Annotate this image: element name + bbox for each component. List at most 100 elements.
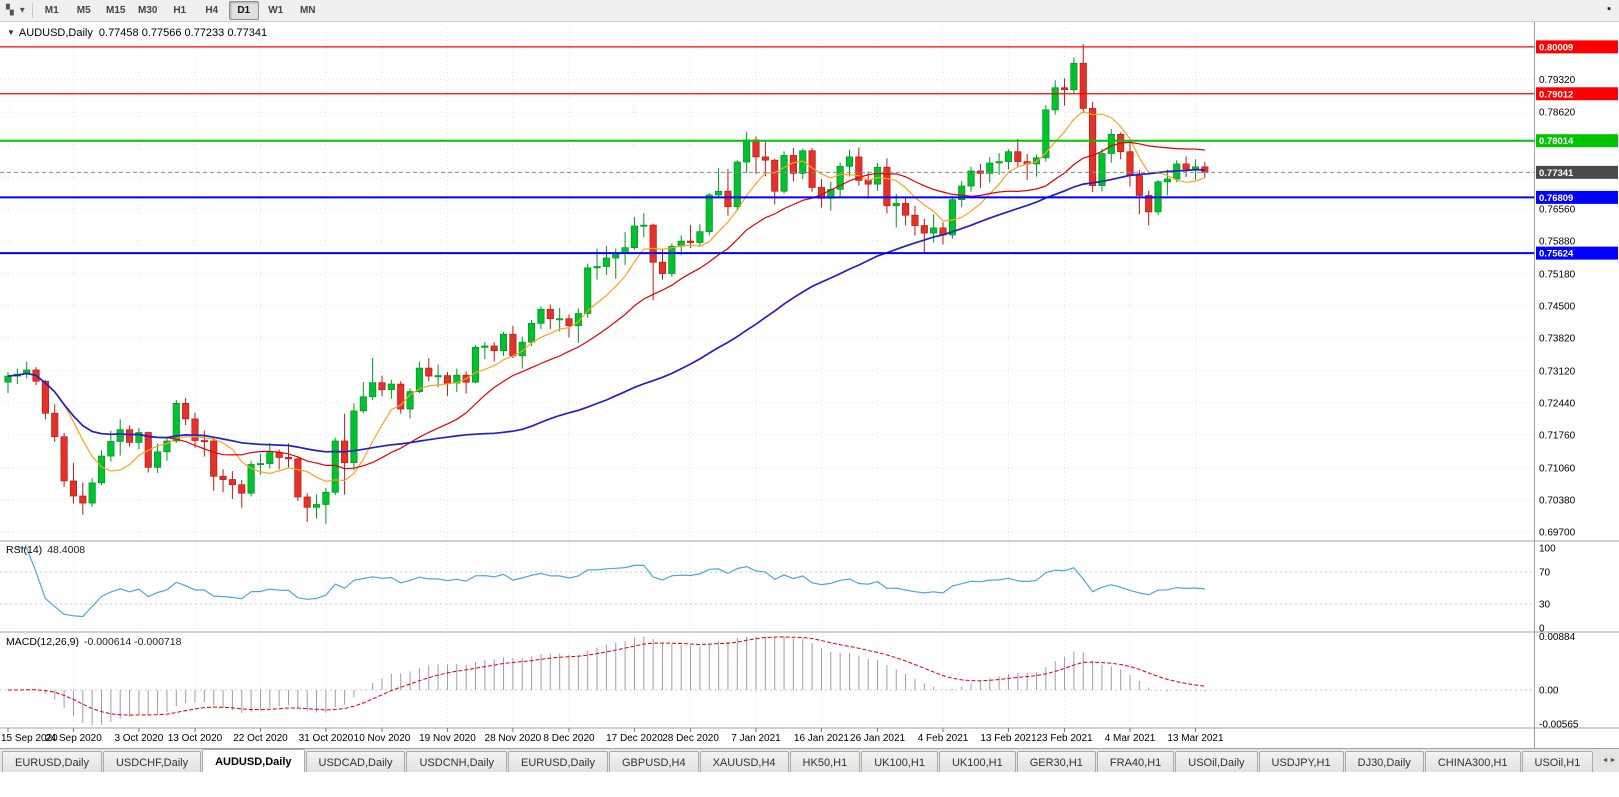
grid — [0, 28, 1534, 728]
svg-text:0.71760: 0.71760 — [1539, 430, 1576, 441]
svg-text:0.71060: 0.71060 — [1539, 463, 1576, 474]
svg-text:19 Nov 2020: 19 Nov 2020 — [419, 733, 476, 744]
rsi-name: RSI(14) — [6, 544, 43, 556]
rsi-value: 48.4008 — [47, 544, 86, 556]
svg-text:100: 100 — [1539, 544, 1556, 555]
svg-text:13 Mar 2021: 13 Mar 2021 — [1167, 733, 1224, 744]
svg-text:26 Jan 2021: 26 Jan 2021 — [850, 733, 905, 744]
svg-text:0.78014: 0.78014 — [1539, 136, 1574, 147]
svg-text:70: 70 — [1539, 568, 1551, 579]
timeframe-button-w1[interactable]: W1 — [268, 5, 284, 16]
chart-tab-usdchf-daily[interactable]: USDCHF,Daily — [102, 751, 202, 772]
chart-tool-icon[interactable]: ▚ — [6, 5, 14, 16]
macd-histogram — [16, 636, 1206, 726]
ma-mid-line — [7, 141, 1205, 470]
svg-text:22 Oct 2020: 22 Oct 2020 — [233, 733, 288, 744]
ma-slow-line — [7, 168, 1205, 453]
chart-tab-xauusd-h4[interactable]: XAUUSD,H4 — [699, 751, 789, 772]
docked-panel-icon[interactable]: ▪ — [1607, 3, 1611, 15]
chart-tab-eurusd-daily[interactable]: EURUSD,Daily — [2, 751, 102, 772]
svg-text:13 Feb 2021: 13 Feb 2021 — [980, 733, 1037, 744]
svg-text:17 Dec 2020: 17 Dec 2020 — [606, 733, 663, 744]
tab-scroll-right-icon[interactable]: ► — [1609, 757, 1617, 764]
svg-text:0.73820: 0.73820 — [1539, 333, 1576, 344]
chart-tab-usdjpy-h1[interactable]: USDJPY,H1 — [1258, 751, 1344, 772]
chart-tab-hk50-h1[interactable]: HK50,H1 — [789, 751, 861, 772]
chart-canvas[interactable]: 0.79320 0.78620 0.76560 0.75880 0.75180 0.745… — [0, 22, 1619, 748]
timeframe-button-mn[interactable]: MN — [299, 5, 316, 16]
svg-text:0.79320: 0.79320 — [1539, 75, 1576, 86]
symbol-title: AUDUSD,Daily — [18, 27, 93, 39]
macd-values: -0.000614 -0.000718 — [83, 636, 182, 648]
svg-text:28 Nov 2020: 28 Nov 2020 — [485, 733, 542, 744]
chart-tab-bar: EURUSD,Daily USDCHF,Daily AUDUSD,Daily USDC… — [0, 748, 1599, 772]
timeframe-button-m5[interactable]: M5 — [76, 5, 91, 16]
svg-text:10 Nov 2020: 10 Nov 2020 — [354, 733, 411, 744]
toolbar-separator — [31, 3, 33, 18]
price-axis[interactable]: 0.79320 0.78620 0.76560 0.75880 0.75180 0.745… — [1536, 40, 1618, 731]
chart-tab-dj30-daily[interactable]: DJ30,Daily — [1344, 751, 1424, 772]
timeframe-button-m1[interactable]: M1 — [44, 5, 59, 16]
svg-text:24 Sep 2020: 24 Sep 2020 — [45, 733, 102, 744]
svg-text:0.80009: 0.80009 — [1539, 42, 1573, 53]
svg-text:-0.00565: -0.00565 — [1539, 720, 1579, 731]
candles — [4, 43, 1209, 524]
svg-text:4 Feb 2021: 4 Feb 2021 — [918, 733, 969, 744]
tab-scroll-left-icon[interactable]: ◄ — [1601, 757, 1609, 764]
svg-text:0.72440: 0.72440 — [1539, 398, 1576, 409]
chart-tab-uk100-h1[interactable]: UK100,H1 — [938, 751, 1016, 772]
chart-tab-gbpusd-h4[interactable]: GBPUSD,H4 — [609, 751, 699, 772]
svg-text:16 Jan 2021: 16 Jan 2021 — [794, 733, 849, 744]
svg-text:0.75880: 0.75880 — [1539, 237, 1576, 248]
svg-text:0.69700: 0.69700 — [1539, 527, 1576, 538]
rsi-indicator-label: RSI(14) 48.4008 — [6, 544, 85, 556]
rsi-line — [17, 547, 1205, 618]
chart-tab-fra40-h1[interactable]: FRA40,H1 — [1096, 751, 1175, 772]
ma-fast-line — [7, 110, 1206, 483]
svg-text:0.00: 0.00 — [1539, 686, 1559, 697]
symbol-caret-icon: ▼ — [7, 28, 15, 37]
chart-tab-uk100-h1[interactable]: UK100,H1 — [861, 751, 938, 772]
svg-text:8 Dec 2020: 8 Dec 2020 — [543, 733, 595, 744]
timeframe-button-h1[interactable]: H1 — [173, 5, 187, 16]
chart-tab-ger30-h1[interactable]: GER30,H1 — [1016, 751, 1096, 772]
timeframe-button-m30[interactable]: M30 — [138, 5, 158, 16]
chart-tool-caret-icon[interactable]: ▾ — [19, 5, 25, 16]
svg-text:0.73120: 0.73120 — [1539, 366, 1576, 377]
svg-text:13 Oct 2020: 13 Oct 2020 — [168, 733, 223, 744]
timeframe-toolbar: ▚ ▾ M1 M5 M15 M30 H1 H4 D1 W1 MN ▪ — [0, 0, 1619, 22]
chart-tab-usdcad-daily[interactable]: USDCAD,Daily — [305, 751, 406, 772]
macd-signal-line — [8, 636, 1205, 716]
timeframe-button-d1[interactable]: D1 — [228, 1, 259, 20]
chart-tab-audusd-daily[interactable]: AUDUSD,Daily — [202, 749, 305, 772]
chart-tab-usdcnh-daily[interactable]: USDCNH,Daily — [406, 751, 508, 772]
chart-tab-usoil-daily[interactable]: USOil,Daily — [1175, 751, 1258, 772]
svg-text:15 Sep 2020: 15 Sep 2020 — [1, 733, 58, 744]
svg-text:0.70380: 0.70380 — [1539, 495, 1576, 506]
symbol-ohlc-label: ▼ AUDUSD,Daily 0.77458 0.77566 0.77233 0.7… — [7, 27, 267, 39]
svg-text:30: 30 — [1539, 600, 1551, 611]
svg-text:0.76560: 0.76560 — [1539, 205, 1576, 216]
timeframe-button-m15[interactable]: M15 — [106, 5, 126, 16]
tab-scroll-arrows[interactable]: ◄ ► — [1599, 748, 1619, 772]
svg-text:0.78620: 0.78620 — [1539, 108, 1576, 119]
svg-text:0.76809: 0.76809 — [1539, 193, 1573, 204]
svg-text:7 Jan 2021: 7 Jan 2021 — [731, 733, 781, 744]
timeframe-button-h4[interactable]: H4 — [205, 5, 219, 16]
chart-tab-china300-h1[interactable]: CHINA300,H1 — [1424, 751, 1521, 772]
svg-text:4 Mar 2021: 4 Mar 2021 — [1105, 733, 1156, 744]
ohlc-values: 0.77458 0.77566 0.77233 0.77341 — [98, 27, 268, 39]
macd-name: MACD(12,26,9) — [6, 636, 79, 648]
svg-text:0: 0 — [1539, 624, 1545, 635]
chart-tab-usoil-h1[interactable]: USOil,H1 — [1521, 751, 1594, 772]
svg-text:31 Oct 2020: 31 Oct 2020 — [299, 733, 354, 744]
svg-text:0.75624: 0.75624 — [1539, 249, 1574, 260]
chart-tab-eurusd-daily[interactable]: EURUSD,Daily — [508, 751, 608, 772]
svg-text:3 Oct 2020: 3 Oct 2020 — [114, 733, 163, 744]
svg-text:28 Dec 2020: 28 Dec 2020 — [662, 733, 719, 744]
macd-indicator-label: MACD(12,26,9) -0.000614 -0.000718 — [6, 636, 181, 648]
svg-text:0.79012: 0.79012 — [1539, 89, 1573, 100]
svg-text:0.74500: 0.74500 — [1539, 301, 1576, 312]
svg-text:0.75180: 0.75180 — [1539, 270, 1576, 281]
